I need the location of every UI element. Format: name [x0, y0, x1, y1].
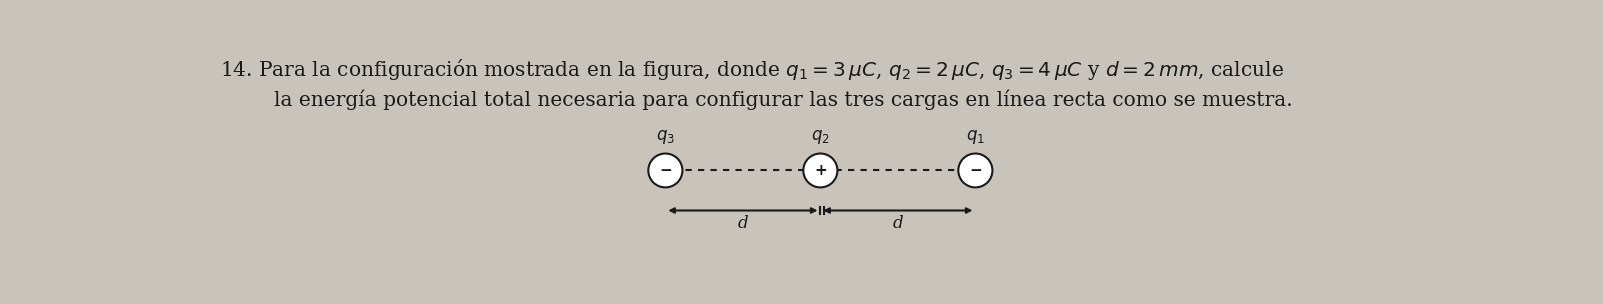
- Text: d: d: [737, 215, 749, 232]
- Text: −: −: [659, 163, 672, 178]
- Text: $q_1$: $q_1$: [967, 128, 984, 146]
- Text: 14. Para la configuración mostrada en la figura, donde $q_1 = 3\,\mu C$, $q_2 = : 14. Para la configuración mostrada en la…: [220, 57, 1284, 81]
- Text: la energía potencial total necesaria para configurar las tres cargas en línea re: la energía potencial total necesaria par…: [274, 90, 1292, 110]
- Text: −: −: [968, 163, 981, 178]
- Text: $q_3$: $q_3$: [656, 128, 675, 146]
- Circle shape: [959, 154, 992, 187]
- Text: $q_2$: $q_2$: [811, 128, 830, 146]
- Text: d: d: [893, 215, 902, 232]
- Circle shape: [803, 154, 837, 187]
- Text: +: +: [814, 163, 827, 178]
- Circle shape: [648, 154, 683, 187]
